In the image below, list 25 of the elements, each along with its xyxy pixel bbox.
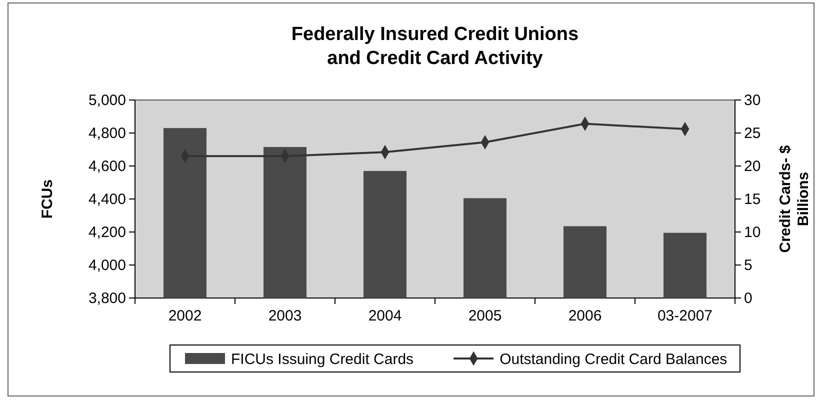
y2-tick-label: 25	[744, 124, 761, 142]
chart-title: Federally Insured Credit Unions and Credit Card Activity	[291, 24, 579, 69]
x-tick-label: 2005	[468, 308, 502, 325]
x-tick-label: 2002	[168, 308, 202, 325]
y-axis-title: FCUs	[39, 179, 56, 219]
y-tick-label: 5,000	[88, 92, 126, 109]
y-tick-label: 4,400	[88, 190, 126, 208]
y-tick-label: 3,800	[88, 290, 126, 307]
x-tick-label: 2003	[268, 308, 302, 325]
legend-label: Outstanding Credit Card Balances	[500, 351, 728, 368]
y-tick-label: 4,800	[88, 124, 126, 142]
y2-tick-label: 20	[744, 158, 761, 175]
y-tick-label: 4,200	[88, 224, 126, 241]
x-tick-label: 03-2007	[657, 308, 713, 325]
legend-label: FICUs Issuing Credit Cards	[231, 351, 414, 368]
y-tick-label: 4,600	[88, 158, 126, 175]
y-tick-label: 4,000	[88, 256, 126, 274]
y2-tick-label: 5	[744, 256, 752, 274]
x-tick-label: 2006	[568, 308, 602, 325]
y2-tick-label: 0	[744, 290, 752, 307]
y2-tick-label: 10	[744, 224, 761, 241]
y2-axis-title: Credit Cards- $ Billions	[777, 144, 812, 253]
y2-tick-label: 15	[744, 190, 761, 208]
y2-tick-label: 30	[744, 92, 761, 109]
x-tick-label: 2004	[368, 308, 402, 325]
